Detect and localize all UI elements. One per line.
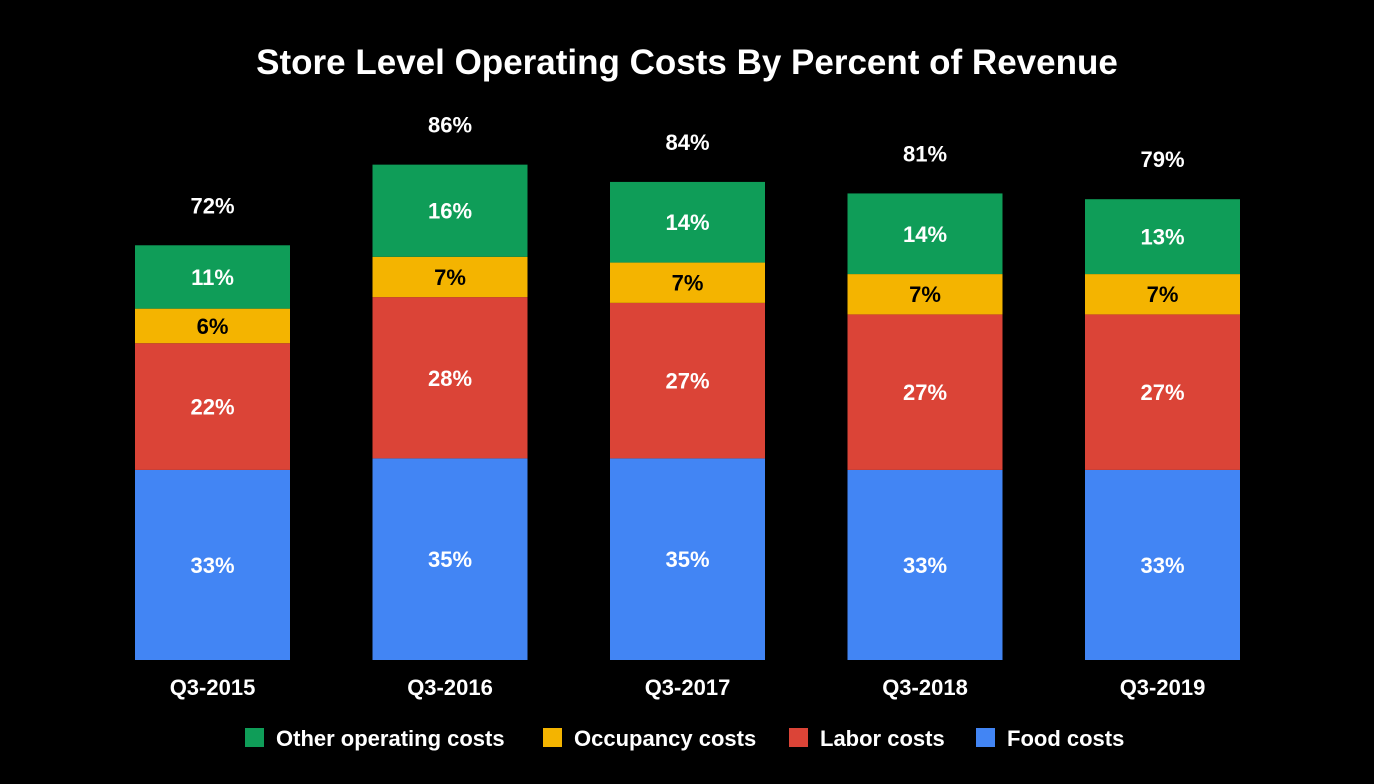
bar-segment bbox=[610, 181, 765, 263]
bar-segment bbox=[610, 262, 765, 303]
legend-swatch bbox=[976, 728, 995, 747]
bar-segment bbox=[372, 256, 528, 298]
legend-swatch bbox=[245, 728, 264, 747]
bar-segment bbox=[610, 458, 765, 660]
segment-label: 14% bbox=[665, 210, 709, 235]
total-label: 72% bbox=[190, 193, 234, 218]
bar-segment bbox=[1085, 274, 1240, 315]
bar-segment bbox=[372, 297, 528, 459]
bar-segment bbox=[135, 469, 290, 660]
bar-segment bbox=[1085, 469, 1240, 660]
segment-label: 35% bbox=[665, 547, 709, 572]
bar-segment bbox=[847, 193, 1003, 275]
category-label: Q3-2018 bbox=[882, 675, 968, 700]
category-label: Q3-2016 bbox=[407, 675, 493, 700]
segment-label: 16% bbox=[428, 199, 472, 224]
segment-label: 28% bbox=[428, 366, 472, 391]
segment-label: 6% bbox=[197, 314, 229, 339]
segment-label: 22% bbox=[190, 395, 234, 420]
segment-label: 33% bbox=[903, 553, 947, 578]
segment-label: 7% bbox=[672, 271, 704, 296]
segment-label: 14% bbox=[903, 222, 947, 247]
bar-segment bbox=[372, 458, 528, 660]
bar-segment bbox=[847, 314, 1003, 470]
bar-segment bbox=[372, 164, 528, 257]
segment-label: 13% bbox=[1140, 225, 1184, 250]
category-label: Q3-2015 bbox=[170, 675, 256, 700]
bar-segment bbox=[847, 274, 1003, 315]
segment-label: 27% bbox=[903, 380, 947, 405]
legend-swatch bbox=[789, 728, 808, 747]
bar-segment bbox=[135, 245, 290, 309]
legend-label: Food costs bbox=[1007, 726, 1124, 751]
total-label: 81% bbox=[903, 141, 947, 166]
bar-segment bbox=[135, 308, 290, 344]
legend-label: Occupancy costs bbox=[574, 726, 756, 751]
legend-swatch bbox=[543, 728, 562, 747]
bar-segment bbox=[135, 343, 290, 470]
segment-label: 11% bbox=[191, 265, 234, 290]
category-label: Q3-2017 bbox=[645, 675, 731, 700]
total-label: 79% bbox=[1140, 147, 1184, 172]
bar-segment bbox=[847, 469, 1003, 660]
segment-label: 35% bbox=[428, 547, 472, 572]
segment-label: 27% bbox=[665, 369, 709, 394]
legend: Other operating costs Occupancy costs Labo… bbox=[245, 726, 1124, 751]
segment-label: 7% bbox=[434, 265, 466, 290]
segment-label: 33% bbox=[1140, 553, 1184, 578]
bar-segment bbox=[1085, 199, 1240, 275]
legend-label: Labor costs bbox=[820, 726, 945, 751]
bar-segment bbox=[610, 302, 765, 459]
chart-title: Store Level Operating Costs By Percent o… bbox=[256, 43, 1118, 82]
total-label: 84% bbox=[665, 130, 709, 155]
bar-segment bbox=[1085, 314, 1240, 470]
segment-label: 7% bbox=[909, 282, 941, 307]
category-label: Q3-2019 bbox=[1120, 675, 1206, 700]
segment-label: 7% bbox=[1147, 282, 1179, 307]
legend-label: Other operating costs bbox=[276, 726, 505, 751]
segment-label: 33% bbox=[190, 553, 234, 578]
total-label: 86% bbox=[428, 113, 472, 138]
segment-label: 27% bbox=[1140, 380, 1184, 405]
